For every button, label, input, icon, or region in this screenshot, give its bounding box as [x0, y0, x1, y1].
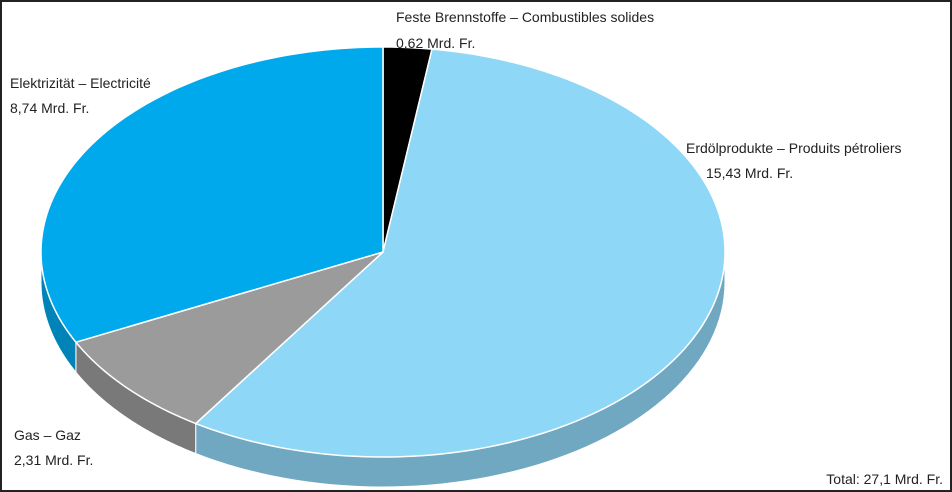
slice-label: Feste Brennstoffe – Combustibles solides	[396, 9, 654, 25]
slice-label: Elektrizität – Electricité	[10, 75, 151, 91]
pie-slice	[40, 46, 384, 344]
pie-slice	[74, 251, 384, 425]
value-label: 15,43 Mrd. Fr.	[706, 165, 793, 181]
value-label: 2,31 Mrd. Fr.	[14, 452, 93, 468]
slice-label: Erdölprodukte – Produits pétroliers	[686, 140, 902, 156]
pie-slice	[194, 48, 726, 458]
value-label: 8,74 Mrd. Fr.	[10, 100, 89, 116]
slice-label: Gas – Gaz	[14, 427, 81, 443]
annotation: Total: 27,1 Mrd. Fr.	[826, 471, 943, 487]
value-label: 0,62 Mrd. Fr.	[396, 35, 475, 51]
